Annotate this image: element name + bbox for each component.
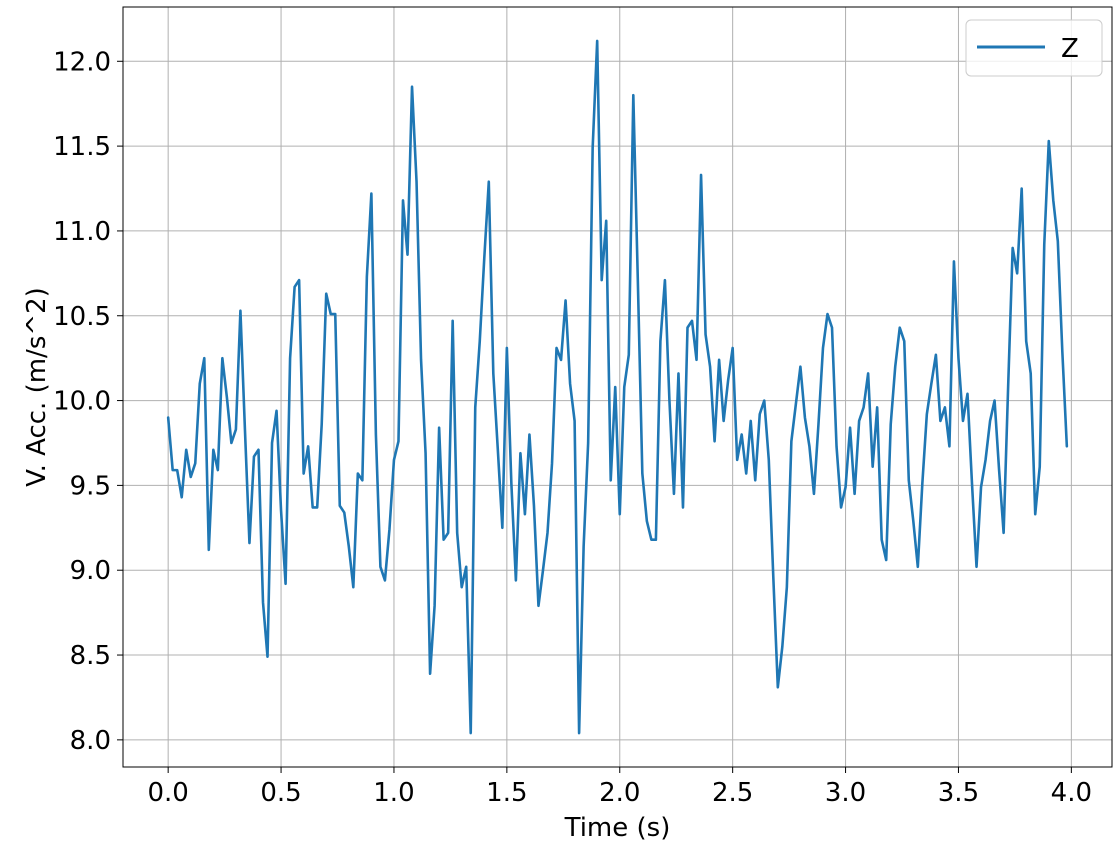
y-tick-label: 10.5 (53, 302, 111, 332)
legend: Z (965, 19, 1103, 77)
x-axis-label: Time (s) (564, 813, 671, 843)
series-layer (166, 39, 1069, 735)
y-axis-ticks: 8.0 8.5 9.0 9.5 10.0 10.5 11.0 11.5 12.0 (53, 47, 123, 756)
y-tick-label: 11.0 (53, 217, 111, 247)
y-tick-label: 11.5 (53, 132, 111, 162)
x-tick-label: 2.5 (712, 778, 753, 808)
y-tick-label: 10.0 (53, 387, 111, 417)
y-axis-label: V. Acc. (m/s^2) (22, 287, 52, 487)
x-tick-label: 1.5 (486, 778, 527, 808)
grid-vertical (167, 7, 1072, 767)
y-tick-label: 9.0 (70, 556, 111, 586)
y-tick-label: 12.0 (53, 47, 111, 77)
x-tick-label: 0.5 (260, 778, 301, 808)
x-tick-label: 1.0 (373, 778, 414, 808)
y-tick-label: 9.5 (70, 471, 111, 501)
y-tick-label: 8.5 (70, 641, 111, 671)
x-tick-label: 4.0 (1051, 778, 1092, 808)
x-axis-ticks: 0.0 0.5 1.0 1.5 2.0 2.5 3.0 3.5 4.0 (147, 767, 1092, 808)
x-tick-label: 3.0 (825, 778, 866, 808)
x-tick-label: 3.5 (938, 778, 979, 808)
plot-frame (122, 6, 1113, 768)
x-tick-label: 2.0 (599, 778, 640, 808)
x-tick-label: 0.0 (147, 778, 188, 808)
grid-horizontal (123, 60, 1112, 741)
legend-label-z: Z (1061, 34, 1079, 64)
series-line-z (166, 39, 1069, 735)
y-tick-label: 8.0 (70, 726, 111, 756)
